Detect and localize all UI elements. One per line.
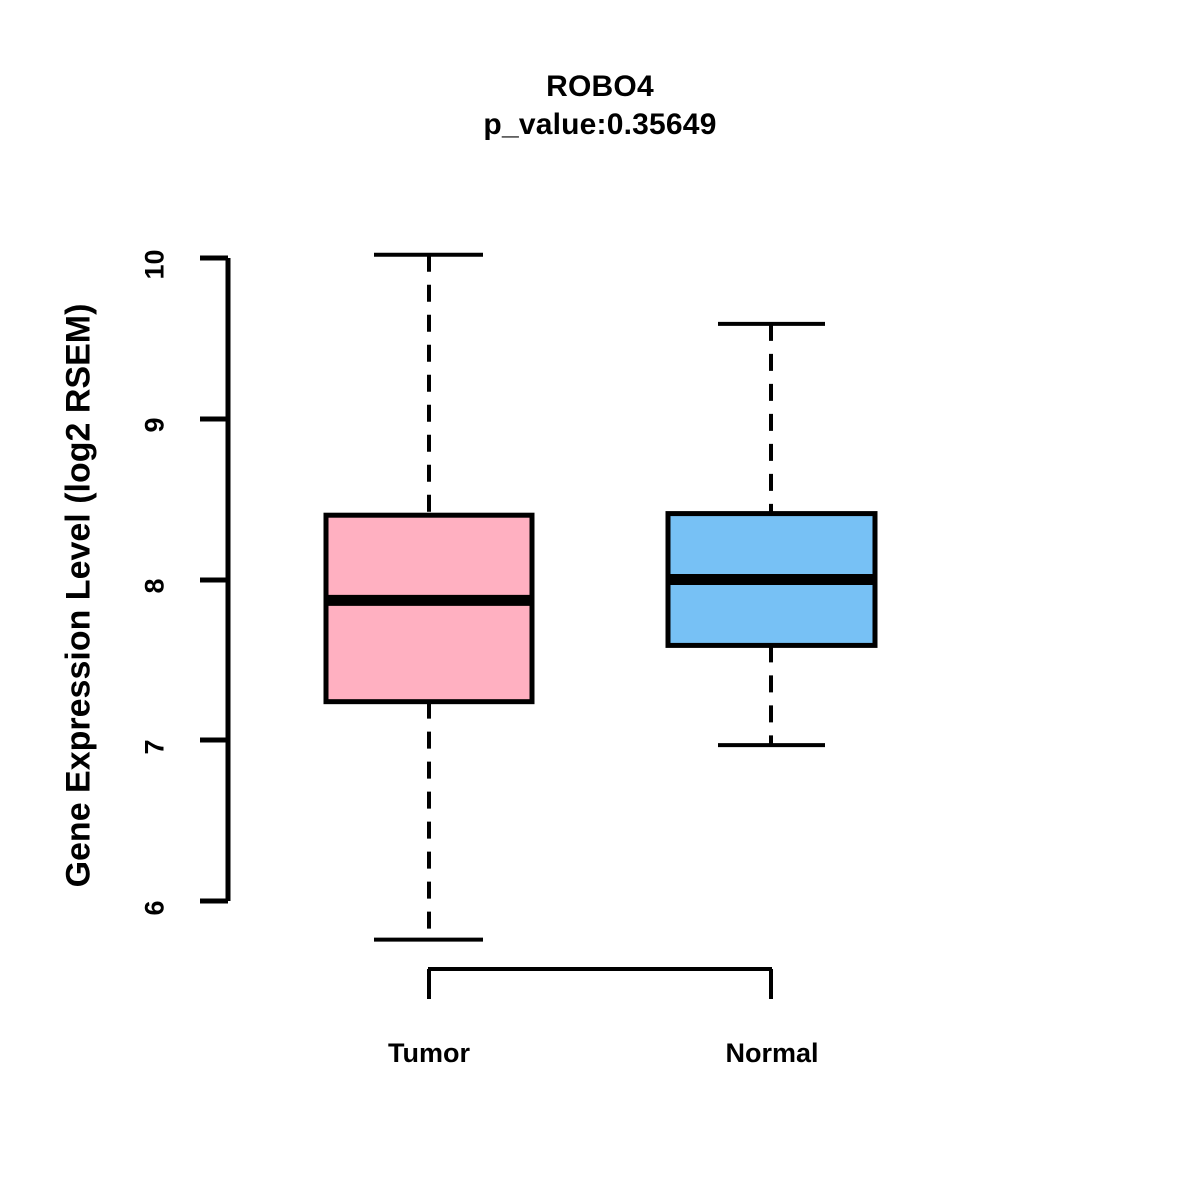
chart-subtitle-pvalue: p_value:0.35649 <box>483 108 717 141</box>
y-axis <box>200 255 231 904</box>
box-tumor <box>323 252 535 942</box>
box-normal <box>665 321 878 748</box>
chart-title: ROBO4 <box>546 70 654 103</box>
x-tick-label-normal: Normal <box>725 1038 819 1068</box>
chart-title-block: ROBO4 p_value:0.35649 <box>0 68 1200 144</box>
tumor-box-rect <box>323 512 535 705</box>
x-tick-label-tumor: Tumor <box>388 1038 470 1068</box>
x-axis <box>427 967 773 999</box>
